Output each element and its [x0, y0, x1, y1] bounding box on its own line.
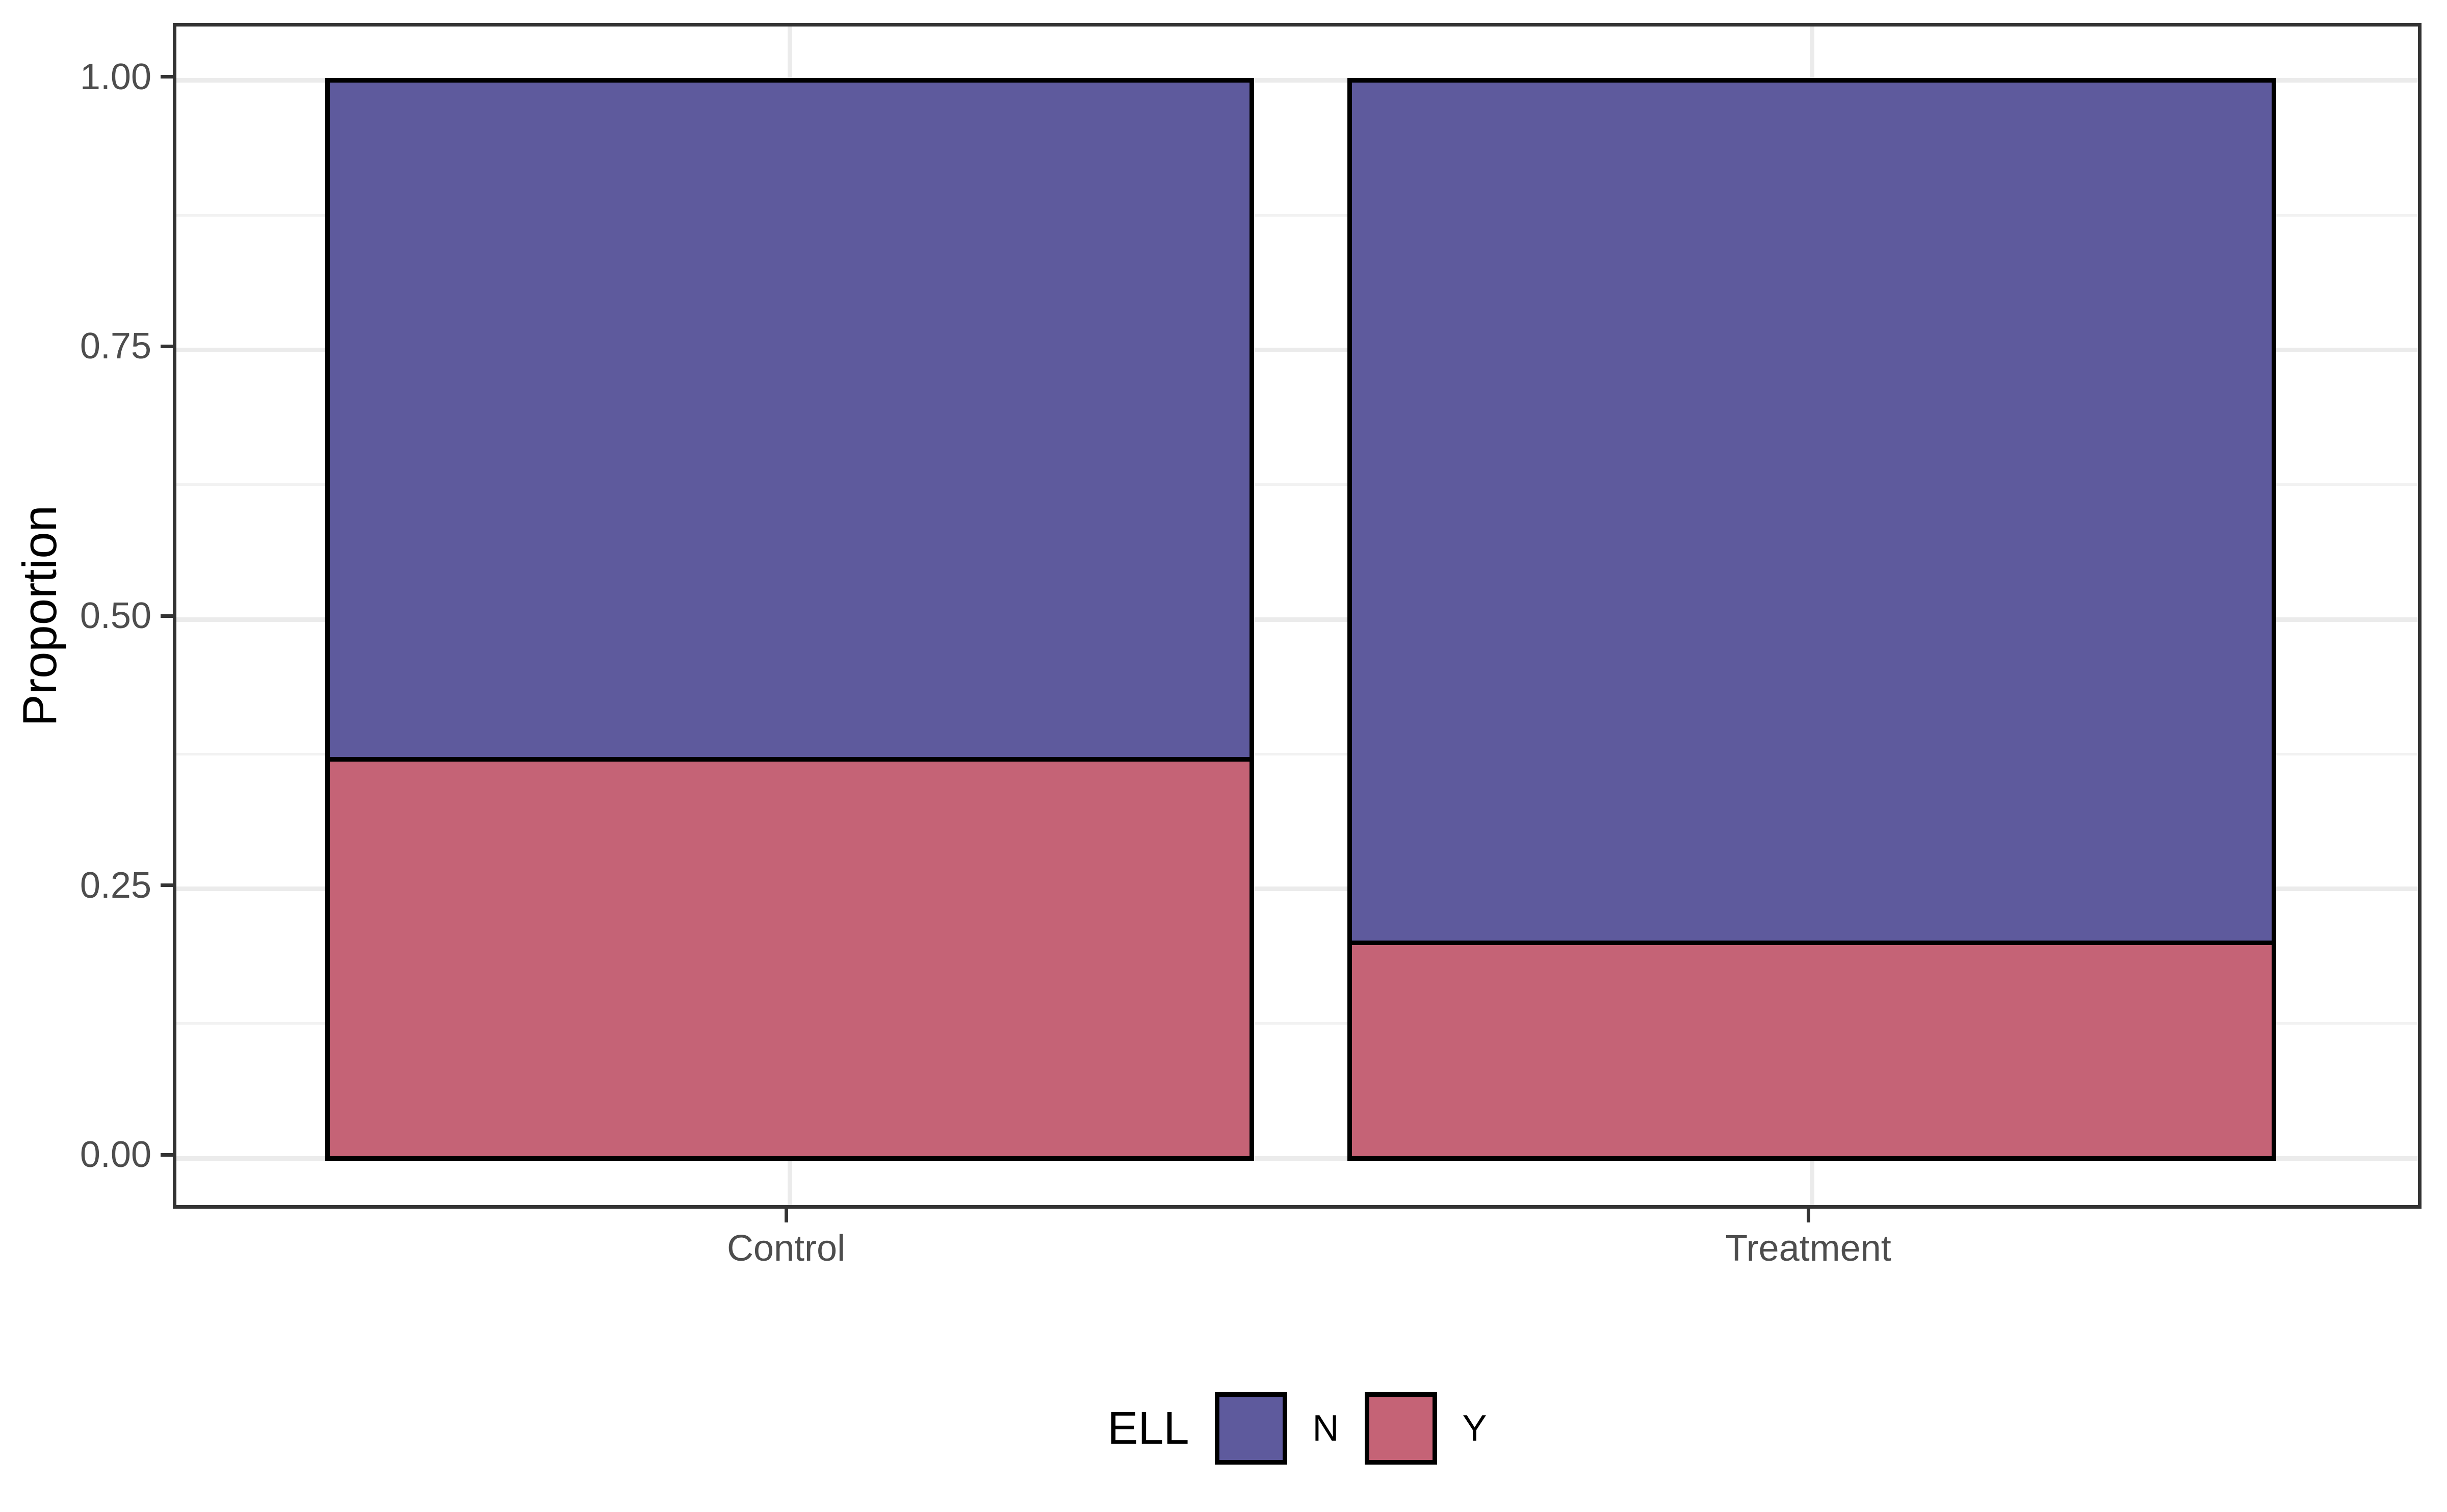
- gridline-major: [176, 617, 2418, 622]
- legend-label-y: Y: [1462, 1408, 1487, 1449]
- bar-control: [325, 78, 1255, 1161]
- y-axis-tick: [161, 75, 173, 79]
- legend-swatch-y: [1364, 1392, 1437, 1465]
- y-tick-label: 0.50: [80, 595, 151, 636]
- bar-segment-n: [329, 83, 1250, 762]
- gridline-minor: [176, 752, 2418, 755]
- gridline-major: [176, 347, 2418, 352]
- y-axis-tick: [161, 344, 173, 348]
- y-axis-title: Proportion: [13, 505, 66, 726]
- gridline-major: [176, 1156, 2418, 1161]
- legend-label-n: N: [1312, 1408, 1339, 1449]
- y-axis-tick: [161, 614, 173, 618]
- y-tick-label: 0.25: [80, 865, 151, 906]
- y-tick-label: 0.75: [80, 326, 151, 367]
- plot-panel: [173, 23, 2422, 1209]
- legend: ELL N Y: [173, 1392, 2422, 1465]
- x-tick-label: Control: [726, 1228, 846, 1269]
- x-axis-tick: [1806, 1209, 1810, 1222]
- y-axis-tick: [161, 883, 173, 888]
- y-axis-tick: [161, 1153, 173, 1157]
- x-axis-tick: [784, 1209, 788, 1222]
- bar-segment-n: [1351, 83, 2272, 945]
- x-tick-label: Treatment: [1725, 1228, 1891, 1269]
- legend-swatch-n: [1214, 1392, 1287, 1465]
- gridline-minor: [176, 483, 2418, 486]
- gridline-major: [176, 887, 2418, 892]
- y-tick-label: 1.00: [80, 56, 151, 97]
- y-tick-label: 0.00: [80, 1134, 151, 1176]
- legend-title: ELL: [1107, 1402, 1189, 1454]
- gridline-minor: [176, 1022, 2418, 1025]
- bar-treatment: [1347, 78, 2277, 1161]
- gridline-minor: [176, 214, 2418, 217]
- gridline-major: [176, 78, 2418, 83]
